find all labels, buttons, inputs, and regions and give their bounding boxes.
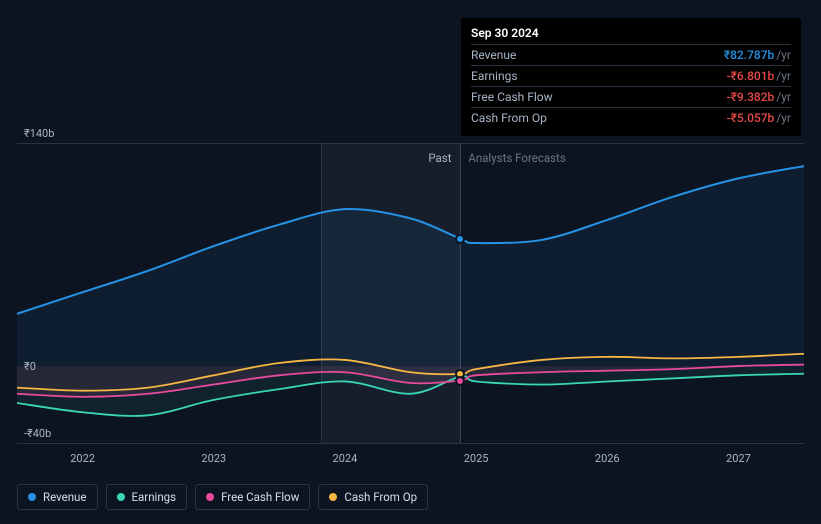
tooltip-row-label: Cash From Op xyxy=(471,111,727,125)
tooltip-row-value: -₹5.057b xyxy=(727,111,775,125)
tooltip-row-label: Revenue xyxy=(471,48,724,62)
chart-legend: Revenue Earnings Free Cash Flow Cash From O… xyxy=(17,484,428,510)
tooltip-row-label: Earnings xyxy=(471,69,727,83)
tooltip-row-unit: /yr xyxy=(776,90,791,104)
y-axis-label: ₹140b xyxy=(24,127,54,140)
x-axis-tick: 2025 xyxy=(464,452,489,465)
y-axis-label: -₹40b xyxy=(24,427,51,440)
revenue-marker xyxy=(455,234,465,244)
tooltip-date: Sep 30 2024 xyxy=(471,26,791,45)
chart-plot xyxy=(17,143,804,443)
tooltip-row-value: -₹6.801b xyxy=(727,69,775,83)
x-axis-tick: 2027 xyxy=(726,452,751,465)
chart-tooltip: Sep 30 2024 Revenue₹82.787b /yrEarnings-… xyxy=(461,18,801,136)
chart-bottom-border xyxy=(17,443,804,444)
x-axis-tick: 2023 xyxy=(201,452,226,465)
forecast-label: Analysts Forecasts xyxy=(468,151,565,165)
tooltip-row-value: -₹9.382b xyxy=(727,90,775,104)
x-axis-tick: 2022 xyxy=(70,452,95,465)
tooltip-row-value: ₹82.787b xyxy=(724,48,774,62)
past-label: Past xyxy=(428,151,451,165)
tooltip-row-unit: /yr xyxy=(776,69,791,83)
legend-label: Free Cash Flow xyxy=(221,490,299,504)
fcf-marker xyxy=(455,376,465,386)
tooltip-row: Earnings-₹6.801b /yr xyxy=(471,66,791,87)
legend-dot xyxy=(28,493,36,501)
legend-label: Cash From Op xyxy=(344,490,417,504)
x-axis-tick: 2026 xyxy=(595,452,620,465)
legend-label: Revenue xyxy=(43,490,87,504)
y-axis-label: ₹0 xyxy=(24,360,36,373)
legend-item-earnings[interactable]: Earnings xyxy=(106,484,188,510)
legend-item-free-cash-flow[interactable]: Free Cash Flow xyxy=(195,484,310,510)
tooltip-row: Cash From Op-₹5.057b /yr xyxy=(471,108,791,128)
legend-dot xyxy=(329,493,337,501)
tooltip-row: Revenue₹82.787b /yr xyxy=(471,45,791,66)
tooltip-row: Free Cash Flow-₹9.382b /yr xyxy=(471,87,791,108)
tooltip-row-label: Free Cash Flow xyxy=(471,90,727,104)
tooltip-row-unit: /yr xyxy=(776,111,791,125)
legend-item-cash-from-op[interactable]: Cash From Op xyxy=(318,484,428,510)
legend-dot xyxy=(117,493,125,501)
legend-item-revenue[interactable]: Revenue xyxy=(17,484,98,510)
tooltip-row-unit: /yr xyxy=(776,48,791,62)
x-axis-tick: 2024 xyxy=(333,452,358,465)
legend-label: Earnings xyxy=(132,490,177,504)
revenue-area xyxy=(17,166,804,366)
legend-dot xyxy=(206,493,214,501)
